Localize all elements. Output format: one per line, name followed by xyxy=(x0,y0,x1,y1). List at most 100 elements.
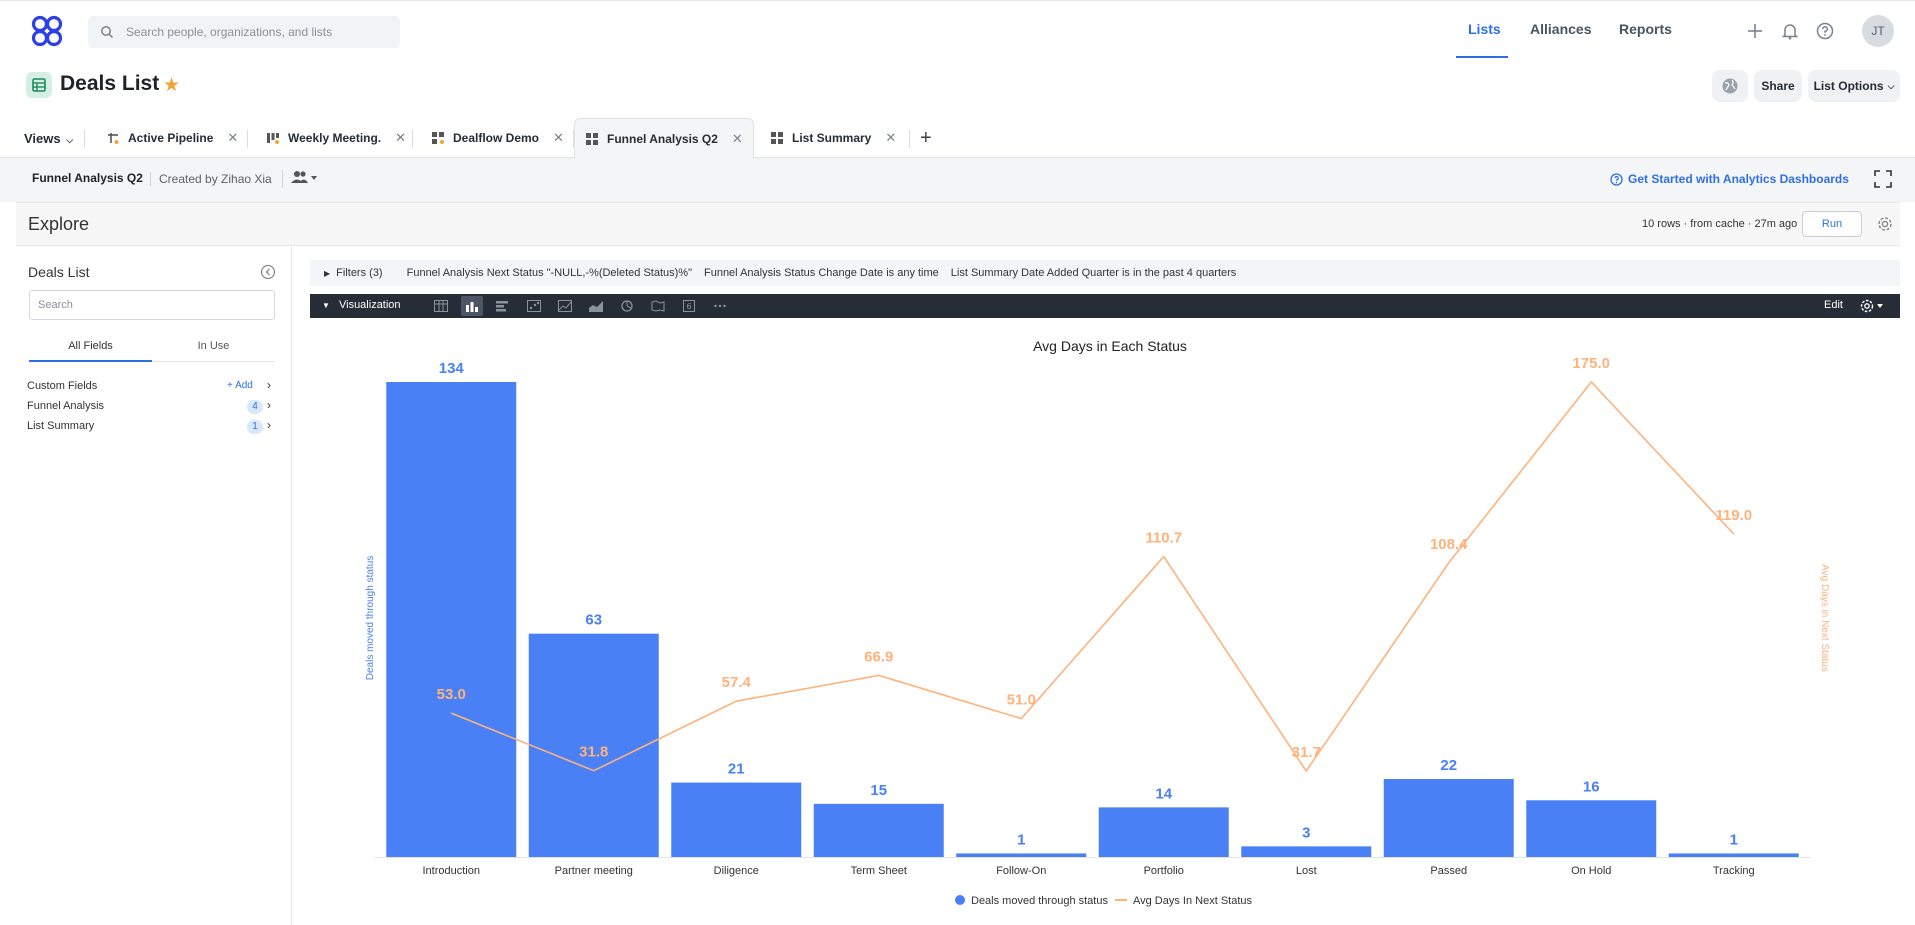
tab-weekly-meeting[interactable]: Weekly Meeting. ✕ xyxy=(256,118,416,158)
field-group-funnel-analysis[interactable]: Funnel Analysis 4 › xyxy=(27,398,277,416)
close-icon[interactable]: ✕ xyxy=(731,130,743,146)
chart-title: Avg Days in Each Status xyxy=(1033,338,1187,354)
globe-icon xyxy=(1722,78,1738,94)
fullscreen-icon[interactable] xyxy=(1874,170,1892,188)
tab-in-use[interactable]: In Use xyxy=(197,340,230,352)
cache-info: 10 rows · from cache · 27m ago xyxy=(1642,218,1798,230)
run-button[interactable]: Run xyxy=(1802,211,1862,237)
add-view-button[interactable]: + xyxy=(920,127,932,149)
bar xyxy=(386,382,517,857)
field-group-custom-fields[interactable]: Custom Fields + Add › xyxy=(27,378,277,396)
bell-icon[interactable] xyxy=(1780,21,1800,41)
tab-label: Active Pipeline xyxy=(128,131,214,145)
tab-all-fields[interactable]: All Fields xyxy=(29,332,152,362)
gear-icon[interactable] xyxy=(1876,215,1894,233)
bar-data-label: 63 xyxy=(585,612,602,629)
combo-chart: Avg Days in Each Status13463211511432216… xyxy=(365,338,1830,907)
field-group-label: Funnel Analysis xyxy=(27,400,105,412)
bar-data-label: 16 xyxy=(1583,778,1600,795)
add-field-button[interactable]: + Add xyxy=(227,380,253,391)
list-icon xyxy=(26,72,52,98)
bar-data-label: 1 xyxy=(1017,831,1025,848)
tab-list-summary[interactable]: List Summary ✕ xyxy=(760,118,906,158)
x-tick-label: Portfolio xyxy=(1144,865,1184,877)
field-search-input[interactable]: Search xyxy=(29,290,275,320)
collapse-icon[interactable] xyxy=(260,264,276,280)
bar-chart-icon[interactable] xyxy=(492,296,514,316)
plus-icon[interactable] xyxy=(1745,21,1765,41)
tab-label: Funnel Analysis Q2 xyxy=(607,131,718,146)
nav-lists[interactable]: Lists xyxy=(1468,21,1501,37)
line-data-label: 110.7 xyxy=(1145,530,1182,547)
nav-alliances[interactable]: Alliances xyxy=(1530,21,1592,37)
bar xyxy=(1383,779,1514,857)
y2-axis-label: Avg Days in Next Status xyxy=(1819,564,1830,672)
more-icon[interactable] xyxy=(709,296,731,316)
list-options-button[interactable]: List Options ⌵ xyxy=(1808,70,1900,102)
line-data-label: 66.9 xyxy=(864,648,893,665)
share-button[interactable]: Share xyxy=(1754,70,1802,102)
pie-chart-icon[interactable] xyxy=(616,296,638,316)
views-dropdown[interactable]: Views ⌵ xyxy=(24,131,73,146)
x-tick-label: Introduction xyxy=(423,865,480,877)
tab-dealflow-demo[interactable]: Dealflow Demo ✕ xyxy=(421,118,574,158)
filter-item: Funnel Analysis Next Status "-NULL,-%(De… xyxy=(406,267,692,279)
close-icon[interactable]: ✕ xyxy=(395,130,407,145)
close-icon[interactable]: ✕ xyxy=(227,130,239,145)
line-data-label: 119.0 xyxy=(1715,507,1752,524)
bar-data-label: 134 xyxy=(439,360,465,377)
gear-icon[interactable] xyxy=(1859,297,1885,315)
dashboard-icon xyxy=(432,132,444,144)
bar xyxy=(671,782,802,857)
x-tick-label: Lost xyxy=(1296,865,1317,877)
x-tick-label: Term Sheet xyxy=(851,865,907,877)
line-chart-icon[interactable] xyxy=(554,296,576,316)
filters-label[interactable]: Filters (3) xyxy=(336,267,383,279)
field-group-list-summary[interactable]: List Summary 1 › xyxy=(27,418,277,436)
x-tick-label: Tracking xyxy=(1713,865,1755,877)
tab-active-pipeline[interactable]: Active Pipeline ✕ xyxy=(96,118,248,158)
affinity-logo[interactable] xyxy=(30,14,64,48)
scatter-chart-icon[interactable] xyxy=(523,296,545,316)
visualization-toolbar: ▼ Visualization 6 xyxy=(310,294,1900,318)
tab-divider xyxy=(84,130,85,148)
single-value-chart-icon[interactable]: 6 xyxy=(678,296,700,316)
map-chart-icon[interactable] xyxy=(647,296,669,316)
chevron-right-icon: › xyxy=(267,398,271,412)
globe-button[interactable] xyxy=(1712,70,1748,102)
chevron-down-icon: ⌵ xyxy=(1887,80,1895,91)
bar xyxy=(813,803,944,857)
column-chart-icon[interactable] xyxy=(461,296,483,316)
close-icon[interactable]: ✕ xyxy=(885,130,897,145)
table-chart-icon[interactable] xyxy=(430,296,452,316)
chevron-down-icon: ⌵ xyxy=(66,135,74,145)
visualization-toggle[interactable]: ▼ Visualization xyxy=(322,299,401,311)
edit-visualization-button[interactable]: Edit xyxy=(1824,299,1843,311)
area-chart-icon[interactable] xyxy=(585,296,607,316)
analytics-help-link[interactable]: Get Started with Analytics Dashboards xyxy=(1610,172,1849,186)
chart-area: Avg Days in Each Status 134 63 21 15 1 14 3 22 16… xyxy=(310,318,1900,918)
global-search-input[interactable]: Search people, organizations, and lists xyxy=(88,16,400,48)
page-header: Deals List ★ Share List Options ⌵ xyxy=(0,62,1915,114)
tab-divider xyxy=(909,130,910,148)
bar xyxy=(528,633,659,857)
bar-data-label: 14 xyxy=(1155,785,1172,802)
x-tick-label: Partner meeting xyxy=(555,865,633,877)
line-data-label: 57.4 xyxy=(722,674,752,691)
nav-reports[interactable]: Reports xyxy=(1619,21,1672,37)
legend-label: Deals moved through status xyxy=(971,895,1108,907)
close-icon[interactable]: ✕ xyxy=(553,130,564,145)
bar xyxy=(1668,853,1799,857)
tab-funnel-analysis-q2[interactable]: Funnel Analysis Q2 ✕ xyxy=(574,118,754,159)
filters-bar[interactable]: ▶ Filters (3) Funnel Analysis Next Statu… xyxy=(310,260,1900,286)
active-nav-indicator xyxy=(1456,56,1508,58)
share-people-button[interactable] xyxy=(282,170,317,188)
tab-label: Dealflow Demo xyxy=(453,131,540,145)
help-icon[interactable] xyxy=(1815,21,1835,41)
search-icon xyxy=(101,26,114,39)
user-avatar[interactable]: JT xyxy=(1862,15,1894,47)
created-by-label: Created by Zihao Xia xyxy=(150,172,272,186)
line-data-label: 31.8 xyxy=(579,744,608,761)
favorite-star-icon[interactable]: ★ xyxy=(163,75,181,96)
tab-label: Weekly Meeting. xyxy=(288,131,382,145)
